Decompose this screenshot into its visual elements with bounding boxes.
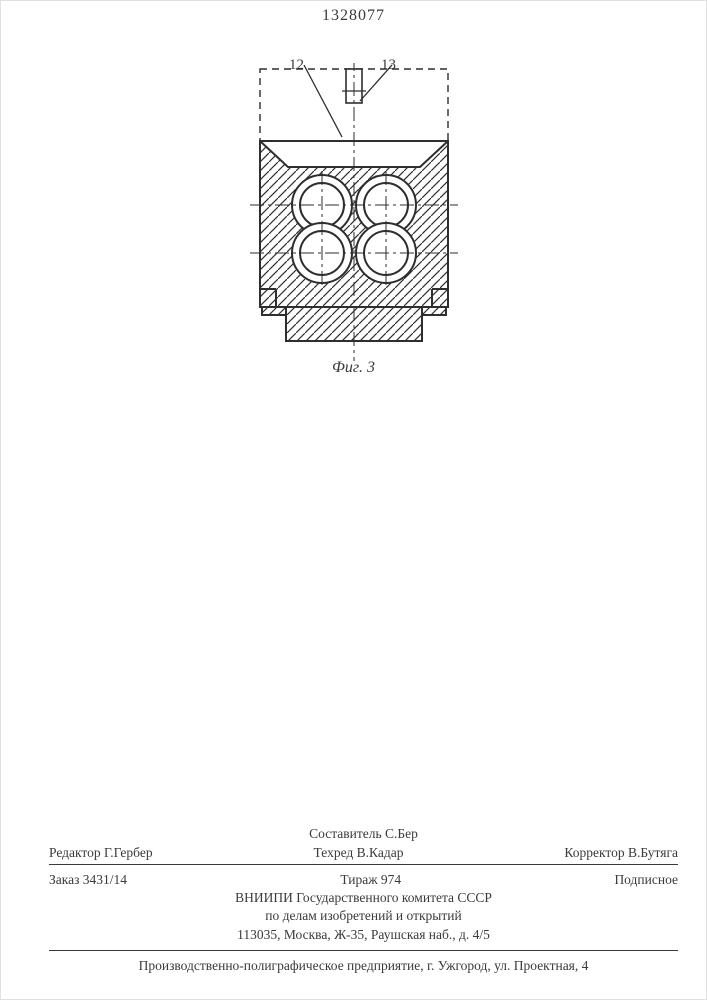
podpisnoe: Подписное: [614, 871, 678, 889]
vniipi-line-2: по делам изобретений и открытий: [49, 907, 678, 925]
divider-1: [49, 864, 678, 865]
divider-2: [49, 950, 678, 951]
colophon: Составитель С.Бер Редактор Г.Гербер Техр…: [49, 825, 678, 975]
order-number: Заказ 3431/14: [49, 871, 127, 889]
figure-svg: [224, 63, 484, 363]
vniipi-address: 113035, Москва, Ж-35, Раушская наб., д. …: [49, 926, 678, 944]
figure-3: [224, 63, 484, 363]
vniipi-line-1: ВНИИПИ Государственного комитета СССР: [49, 889, 678, 907]
corrector: Корректор В.Бутяга: [564, 844, 678, 862]
printer-line: Производственно-полиграфическое предприя…: [49, 957, 678, 975]
editor: Редактор Г.Гербер: [49, 844, 153, 862]
compiler-line: Составитель С.Бер: [49, 825, 678, 843]
tech-editor: Техред В.Кадар: [314, 844, 404, 862]
page: 1328077 12 13: [0, 0, 707, 1000]
tirazh: Тираж 974: [340, 871, 401, 889]
patent-number: 1328077: [322, 7, 385, 25]
figure-caption: Фиг. 3: [332, 359, 375, 377]
